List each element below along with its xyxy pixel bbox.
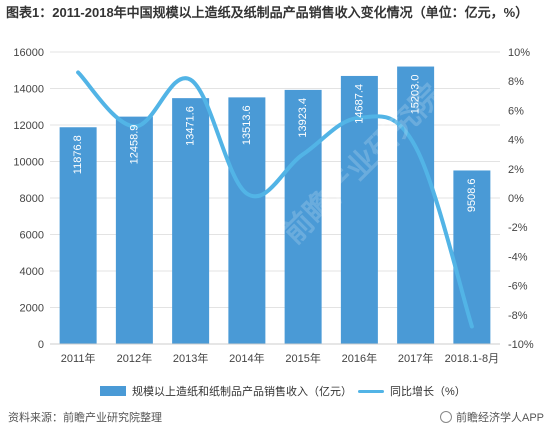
y-left-tick-label: 16000 [13, 47, 44, 59]
x-tick-label: 2017年 [398, 351, 433, 365]
chart-canvas: 11876.8 12458.9 13471.6 13513.6 13923.4 14687… [13, 47, 534, 365]
y-right-tick-label: -10% [508, 339, 534, 351]
bar-value-label: 15203.0 [410, 75, 422, 115]
bar-value-label: 13471.6 [185, 106, 197, 146]
y-left-tick-label: 12000 [13, 120, 44, 132]
source-note: 资料来源：前瞻产业研究院整理 [8, 412, 162, 424]
bar [59, 127, 97, 344]
growth-line [76, 70, 474, 329]
bar [172, 98, 210, 344]
y-left-tick-label: 4000 [20, 266, 44, 278]
y-right-tick-label: 6% [508, 105, 524, 117]
y-right-tick-label: 4% [508, 135, 524, 147]
legend-swatch-line [358, 389, 384, 393]
y-right-tick-label: 8% [508, 76, 524, 88]
legend-label-sales: 规模以上造纸和纸制品产品销售收入（亿元） [132, 386, 352, 398]
x-tick-label: 2013年 [173, 351, 208, 365]
bar [284, 89, 322, 344]
legend-swatch-bar [100, 386, 126, 396]
y-right-tick-label: -6% [508, 281, 528, 293]
y-right-tick-label: 0% [508, 193, 524, 205]
y-left-tick-label: 14000 [13, 84, 44, 96]
y-right-tick-label: -4% [508, 251, 528, 263]
y-left-tick-label: 8000 [20, 193, 44, 205]
brand-logo-icon [439, 411, 452, 423]
x-tick-label: 2012年 [117, 351, 152, 365]
x-tick-label: 2014年 [229, 351, 264, 365]
chart-legend: 规模以上造纸和纸制品产品销售收入（亿元） 同比增长（%） [0, 380, 552, 402]
x-tick-label: 2016年 [342, 351, 377, 365]
y-right-tick-label: -8% [508, 310, 528, 322]
y-right-tick-label: -2% [508, 222, 528, 234]
bar-value-label: 13513.6 [241, 105, 253, 145]
x-tick-label: 2011年 [61, 351, 96, 365]
bar-value-label: 13923.4 [297, 98, 309, 138]
y-left-tick-label: 6000 [20, 230, 44, 242]
y-left-tick-label: 2000 [20, 303, 44, 315]
brand: 前瞻经济学人APP [439, 409, 544, 425]
y-left-tick-label: 0 [38, 339, 44, 351]
footer: 资料来源：前瞻产业研究院整理 前瞻经济学人APP [0, 405, 552, 428]
bar-value-label: 14687.4 [353, 84, 365, 124]
y-left-tick-label: 10000 [13, 157, 44, 169]
bar-value-label: 11876.8 [72, 135, 84, 174]
y-right-tick-label: 10% [508, 47, 530, 59]
bar [115, 116, 153, 344]
bar [453, 170, 491, 344]
chart-title: 图表1：2011-2018年中国规模以上造纸及纸制品产品销售收入变化情况（单位：… [6, 5, 529, 20]
legend-item-sales: 规模以上造纸和纸制品产品销售收入（亿元） [100, 380, 352, 402]
bar-value-label: 9508.6 [466, 178, 478, 212]
bar [397, 66, 435, 344]
x-tick-label: 2018.1-8月 [445, 353, 499, 365]
brand-label: 前瞻经济学人APP [455, 412, 544, 424]
legend-label-growth: 同比增长（%） [390, 386, 466, 398]
bar-value-label: 12458.9 [128, 125, 140, 165]
legend-item-growth: 同比增长（%） [358, 380, 466, 402]
y-right-tick-label: 2% [508, 164, 524, 176]
x-tick-label: 2015年 [285, 351, 320, 365]
bar [228, 97, 266, 344]
